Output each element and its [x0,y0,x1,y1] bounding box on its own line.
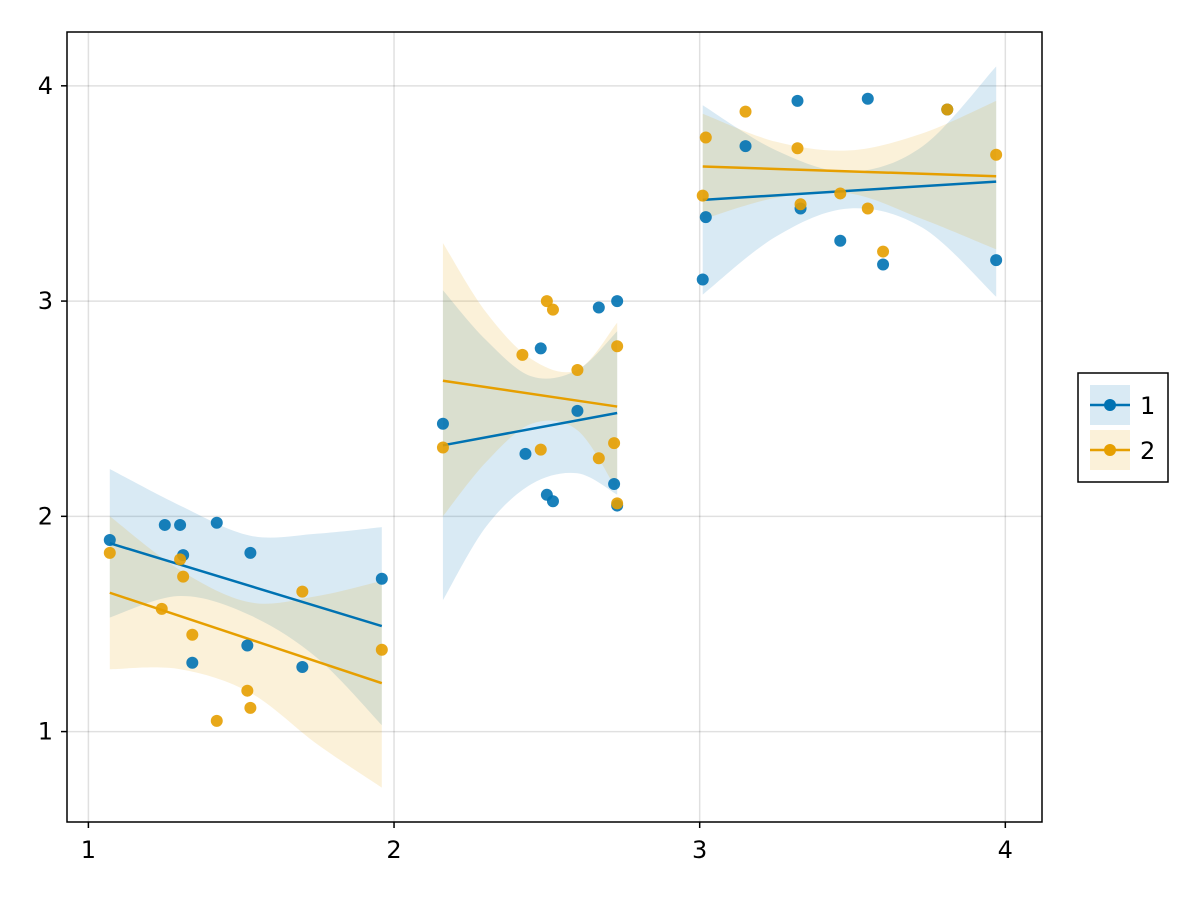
point-series-2 [739,105,752,118]
legend-marker-2 [1104,444,1116,456]
point-series-1 [241,639,254,652]
point-series-2 [592,452,605,465]
point-series-1 [519,447,532,460]
plot-frame [66,31,1043,823]
point-series-2 [699,131,712,144]
confidence-band-1 [702,66,997,297]
point-series-2 [791,142,804,155]
point-series-2 [186,628,199,641]
point-series-2 [861,202,874,215]
legend-box [1077,372,1169,483]
point-series-1 [186,656,199,669]
y-tick-label: 4 [38,72,53,100]
fit-line-2 [442,379,618,408]
point-series-2 [103,546,116,559]
point-series-2 [571,363,584,376]
grid [67,32,1042,822]
point-series-2 [210,714,223,727]
point-series-1 [739,140,752,153]
point-series-1 [436,417,449,430]
confidence-band-1 [442,290,618,601]
point-series-1 [571,404,584,417]
fit-line-2 [702,165,997,178]
legend-marker-1 [1104,399,1116,411]
confidence-band-2 [702,100,997,250]
x-tick-label: 4 [998,836,1013,864]
point-series-1 [834,234,847,247]
fit-lines [109,165,997,685]
y-tick-label: 3 [38,287,53,315]
x-tick-label: 1 [81,836,96,864]
y-tick-label: 1 [38,718,53,746]
plot-background [67,32,1042,822]
fit-line-1 [702,180,997,202]
point-series-1 [158,518,171,531]
point-series-2 [534,443,547,456]
point-series-2 [516,348,529,361]
point-series-1 [791,94,804,107]
point-series-1 [534,342,547,355]
confidence-band-2 [442,243,618,517]
point-series-2 [546,303,559,316]
legend: 1 2 [1077,372,1169,483]
point-series-2 [611,497,624,510]
y-tick-label: 2 [38,502,53,530]
point-series-2 [540,295,553,308]
point-series-1 [696,273,709,286]
fit-line-2 [109,591,383,685]
legend-label-1: 1 [1140,392,1155,420]
point-series-2 [177,570,190,583]
point-series-2 [296,585,309,598]
point-series-2 [174,553,187,566]
point-series-1 [592,301,605,314]
x-tick-label: 2 [386,836,401,864]
point-series-2 [696,189,709,202]
point-series-1 [296,661,309,674]
y-axis: 1 2 3 4 [38,72,67,746]
fit-line-1 [442,411,618,447]
point-series-2 [608,437,621,450]
confidence-band-2 [109,516,382,788]
point-series-1 [375,572,388,585]
point-series-1 [210,516,223,529]
point-series-2 [244,701,257,714]
point-series-2 [990,148,1003,161]
point-series-1 [546,495,559,508]
point-series-2 [794,198,807,211]
point-series-2 [941,103,954,116]
point-series-2 [436,441,449,454]
point-series-1 [861,92,874,105]
point-series-1 [699,211,712,224]
confidence-bands [109,66,997,788]
point-series-2 [375,643,388,656]
x-axis: 1 2 3 4 [81,822,1013,864]
point-series-1 [608,478,621,491]
point-series-1 [611,295,624,308]
confidence-band-1 [109,469,382,726]
point-series-2 [155,602,168,615]
point-series-2 [611,340,624,353]
point-series-1 [103,534,116,547]
x-tick-label: 3 [692,836,707,864]
point-series-1 [174,518,187,531]
point-series-1 [990,254,1003,267]
point-series-2 [241,684,254,697]
fit-line-1 [109,542,383,628]
point-series-1 [877,258,890,271]
point-series-2 [834,187,847,200]
point-series-1 [244,546,257,559]
point-series-2 [877,245,890,258]
scatter-points [103,92,1003,727]
legend-label-2: 2 [1140,437,1155,465]
